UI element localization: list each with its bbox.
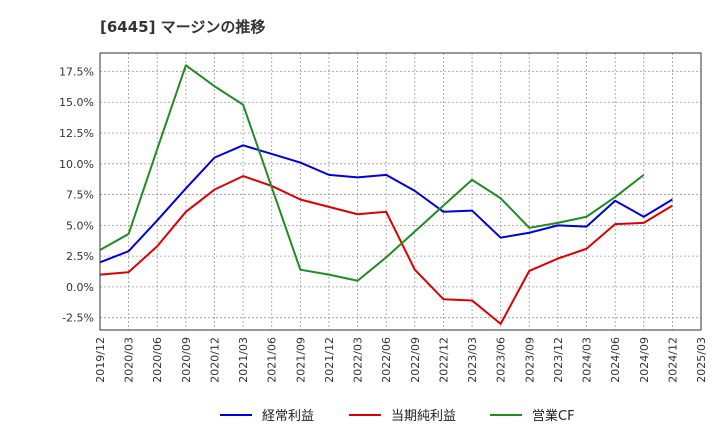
y-tick-label: 0.0% — [66, 281, 94, 294]
x-tick-label: 2021/06 — [266, 337, 279, 383]
x-tick-label: 2022/09 — [409, 337, 422, 383]
series-line-1 — [99, 144, 673, 264]
x-tick-label: 2021/09 — [294, 337, 307, 383]
x-tick-label: 2022/06 — [380, 337, 393, 383]
y-tick-label: 12.5% — [59, 127, 94, 140]
series-lines — [99, 64, 673, 325]
y-tick-label: 5.0% — [66, 219, 94, 232]
y-tick-label: 2.5% — [66, 250, 94, 263]
series-line-3 — [99, 64, 645, 282]
x-tick-label: 2020/09 — [180, 337, 193, 383]
x-tick-label: 2020/12 — [208, 337, 221, 383]
x-tick-label: 2023/09 — [523, 337, 536, 383]
x-tick-label: 2020/06 — [151, 337, 164, 383]
legend-label: 当期純利益 — [391, 409, 456, 424]
x-tick-label: 2019/12 — [94, 337, 107, 383]
x-tick-label: 2024/06 — [609, 337, 622, 383]
y-tick-label: 17.5% — [59, 65, 94, 78]
y-tick-label: -2.5% — [62, 312, 94, 325]
y-tick-label: 10.0% — [59, 158, 94, 171]
y-axis: -2.5% 0.0% 2.5% 5.0% 7.5% 10.0% 12.5% 15.0% 17.5… — [59, 65, 94, 324]
x-tick-label: 2024/09 — [638, 337, 651, 383]
legend-label: 営業CF — [532, 408, 575, 424]
plot-frame — [99, 52, 702, 331]
legend: 経常利益 当期純利益 営業CF — [220, 408, 575, 424]
legend-label: 経常利益 — [262, 409, 314, 424]
grid — [100, 53, 701, 330]
x-tick-label: 2024/03 — [581, 337, 594, 383]
x-tick-label: 2021/12 — [323, 337, 336, 383]
x-tick-label: 2023/06 — [495, 337, 508, 383]
x-axis: 2019/12 2020/03 2020/06 2020/09 2020/12 2021/… — [94, 337, 708, 383]
x-tick-label: 2024/12 — [666, 337, 679, 383]
chart-title: [6445] マージンの推移 — [100, 18, 266, 36]
y-tick-label: 7.5% — [66, 189, 94, 202]
x-tick-label: 2021/03 — [237, 337, 250, 383]
y-tick-label: 15.0% — [59, 96, 94, 109]
x-tick-label: 2025/03 — [695, 337, 708, 383]
series-line-2 — [99, 175, 673, 325]
x-tick-label: 2023/12 — [552, 337, 565, 383]
x-tick-label: 2020/03 — [123, 337, 136, 383]
x-tick-label: 2022/03 — [352, 337, 365, 383]
x-tick-label: 2022/12 — [437, 337, 450, 383]
x-tick-label: 2023/03 — [466, 337, 479, 383]
